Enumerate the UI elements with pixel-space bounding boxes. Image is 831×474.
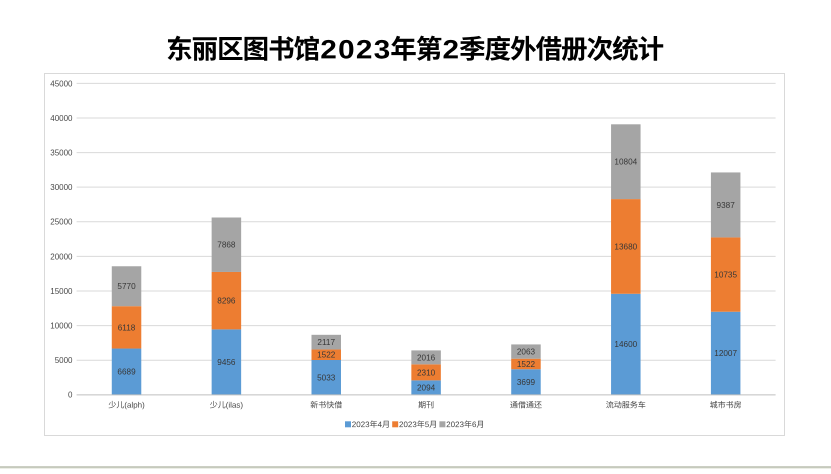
svg-text:6118: 6118 (118, 323, 136, 332)
svg-text:10000: 10000 (50, 322, 73, 331)
svg-text:14600: 14600 (614, 340, 637, 349)
svg-text:40000: 40000 (50, 114, 73, 123)
svg-text:30000: 30000 (50, 183, 73, 192)
svg-text:0: 0 (68, 391, 73, 400)
svg-text:12007: 12007 (714, 349, 737, 358)
svg-text:35000: 35000 (50, 148, 73, 157)
svg-text:5000: 5000 (55, 356, 73, 365)
svg-text:9387: 9387 (717, 201, 736, 210)
svg-text:10804: 10804 (614, 158, 637, 167)
svg-text:2016: 2016 (417, 353, 436, 362)
svg-text:3699: 3699 (517, 378, 536, 387)
svg-text:6689: 6689 (117, 368, 136, 377)
svg-text:5033: 5033 (317, 373, 336, 382)
svg-text:5770: 5770 (117, 282, 136, 291)
svg-text:2094: 2094 (417, 383, 436, 392)
svg-text:15000: 15000 (50, 287, 73, 296)
svg-text:2063: 2063 (517, 347, 536, 356)
svg-text:25000: 25000 (50, 218, 73, 227)
svg-text:2117: 2117 (317, 338, 335, 347)
svg-text:1522: 1522 (517, 360, 536, 369)
svg-text:7868: 7868 (217, 241, 236, 250)
svg-text:45000: 45000 (50, 79, 73, 88)
svg-text:20000: 20000 (50, 252, 73, 261)
svg-text:9456: 9456 (217, 358, 236, 367)
svg-text:13680: 13680 (614, 242, 637, 251)
svg-text:8296: 8296 (217, 297, 236, 306)
svg-text:10735: 10735 (714, 270, 737, 279)
svg-text:2310: 2310 (417, 368, 436, 377)
svg-text:1522: 1522 (317, 351, 336, 360)
